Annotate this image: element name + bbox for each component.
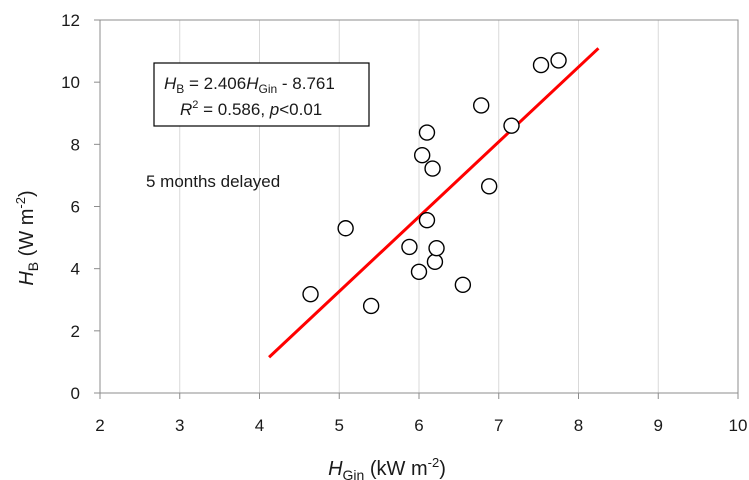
data-point xyxy=(473,97,490,114)
trendline xyxy=(268,47,600,359)
y-tick-label: 6 xyxy=(71,198,80,217)
data-point xyxy=(410,263,428,280)
data-point xyxy=(426,253,444,271)
x-tick-label: 10 xyxy=(729,416,748,435)
data-point xyxy=(480,178,498,195)
y-tick-label: 12 xyxy=(61,11,80,30)
data-point xyxy=(413,147,431,164)
data-point xyxy=(337,220,354,237)
y-tick-label: 0 xyxy=(71,384,80,403)
y-tick-label: 10 xyxy=(61,73,80,92)
x-tick-label: 3 xyxy=(175,416,184,435)
y-tick-labels: 0 2 4 6 8 10 12 xyxy=(61,11,80,403)
axes xyxy=(94,19,739,399)
data-point xyxy=(418,211,436,229)
delay-note: 5 months delayed xyxy=(146,172,280,191)
x-tick-label: 5 xyxy=(335,416,344,435)
data-point xyxy=(532,56,550,74)
data-point xyxy=(401,238,418,256)
equation-line: HB = 2.406HGin - 8.761 xyxy=(164,74,335,96)
x-tick-label: 4 xyxy=(255,416,264,435)
y-tick-label: 2 xyxy=(71,322,80,341)
equation-box xyxy=(153,62,370,127)
x-tick-labels: 2 3 4 5 6 7 8 9 10 xyxy=(95,416,747,435)
x-tick-label: 2 xyxy=(95,416,104,435)
data-point xyxy=(503,117,520,134)
x-axis-title: HGin (kW m-2) xyxy=(328,455,446,480)
data-point xyxy=(302,285,319,303)
data-point xyxy=(428,239,445,257)
x-tick-label: 7 xyxy=(494,416,503,435)
data-points xyxy=(302,52,567,315)
data-point xyxy=(550,52,567,69)
x-tick-label: 8 xyxy=(574,416,583,435)
data-point xyxy=(454,276,472,294)
x-tick-label: 9 xyxy=(654,416,663,435)
trendline-group xyxy=(268,47,600,359)
data-point xyxy=(424,160,441,177)
data-point xyxy=(418,124,436,141)
x-tick-label: 6 xyxy=(414,416,423,435)
y-tick-label: 8 xyxy=(71,135,80,154)
data-point xyxy=(362,297,380,315)
y-axis-title: HB (W m-2) xyxy=(13,190,41,285)
y-tick-label: 4 xyxy=(71,260,80,279)
r-squared-line: R2 = 0.586, p<0.01 xyxy=(180,99,322,119)
